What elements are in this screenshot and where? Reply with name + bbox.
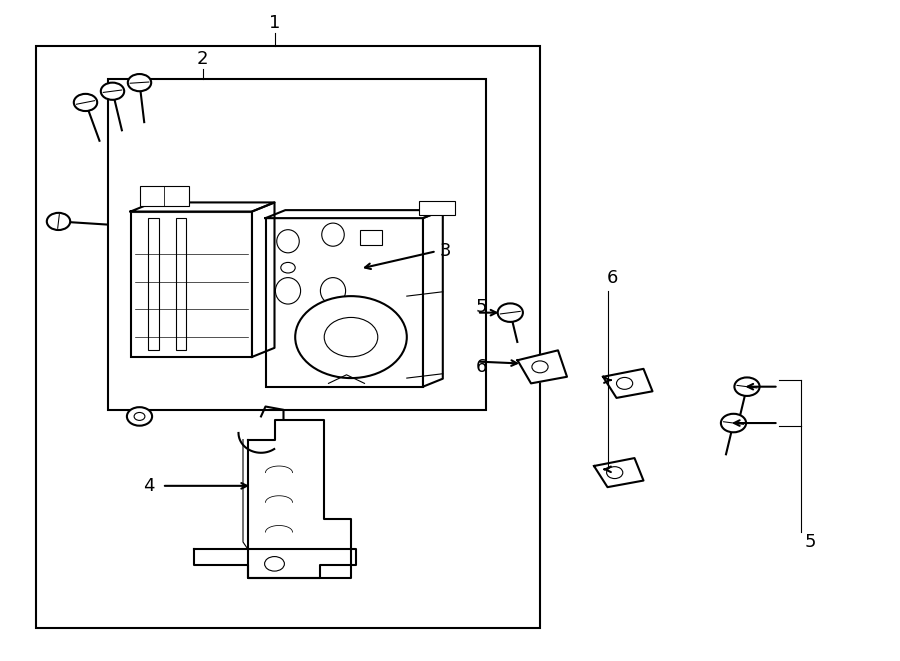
Circle shape — [47, 213, 70, 230]
Bar — [418, 201, 454, 215]
Ellipse shape — [275, 278, 301, 304]
Circle shape — [74, 94, 97, 111]
Bar — [140, 186, 189, 206]
Ellipse shape — [322, 223, 344, 247]
Circle shape — [607, 467, 623, 479]
Bar — [360, 230, 382, 245]
Polygon shape — [248, 420, 351, 578]
Bar — [108, 79, 486, 410]
Ellipse shape — [320, 278, 346, 304]
Polygon shape — [252, 202, 274, 357]
Circle shape — [128, 74, 151, 91]
Circle shape — [498, 303, 523, 322]
Bar — [176, 218, 186, 350]
Text: 5: 5 — [805, 533, 815, 551]
Polygon shape — [423, 210, 443, 387]
Circle shape — [127, 407, 152, 426]
Text: 1: 1 — [269, 14, 280, 32]
Text: 6: 6 — [476, 358, 487, 376]
Text: 4: 4 — [143, 477, 154, 495]
Text: 5: 5 — [476, 298, 487, 317]
Text: 3: 3 — [440, 242, 451, 260]
Bar — [130, 212, 252, 357]
Polygon shape — [266, 210, 443, 218]
Polygon shape — [130, 202, 274, 212]
Circle shape — [734, 377, 760, 396]
Circle shape — [295, 296, 407, 378]
Circle shape — [265, 557, 284, 571]
Circle shape — [324, 317, 378, 357]
Circle shape — [101, 83, 124, 100]
Circle shape — [134, 412, 145, 420]
Circle shape — [616, 377, 633, 389]
Text: 2: 2 — [197, 50, 208, 69]
Circle shape — [281, 262, 295, 273]
Bar — [36, 46, 540, 628]
Ellipse shape — [277, 230, 299, 253]
Polygon shape — [603, 369, 652, 398]
Polygon shape — [594, 458, 644, 487]
Text: 6: 6 — [607, 268, 617, 287]
Circle shape — [721, 414, 746, 432]
Bar — [148, 218, 159, 350]
Bar — [266, 218, 423, 387]
Polygon shape — [194, 549, 356, 578]
Circle shape — [532, 361, 548, 373]
Polygon shape — [518, 350, 567, 383]
